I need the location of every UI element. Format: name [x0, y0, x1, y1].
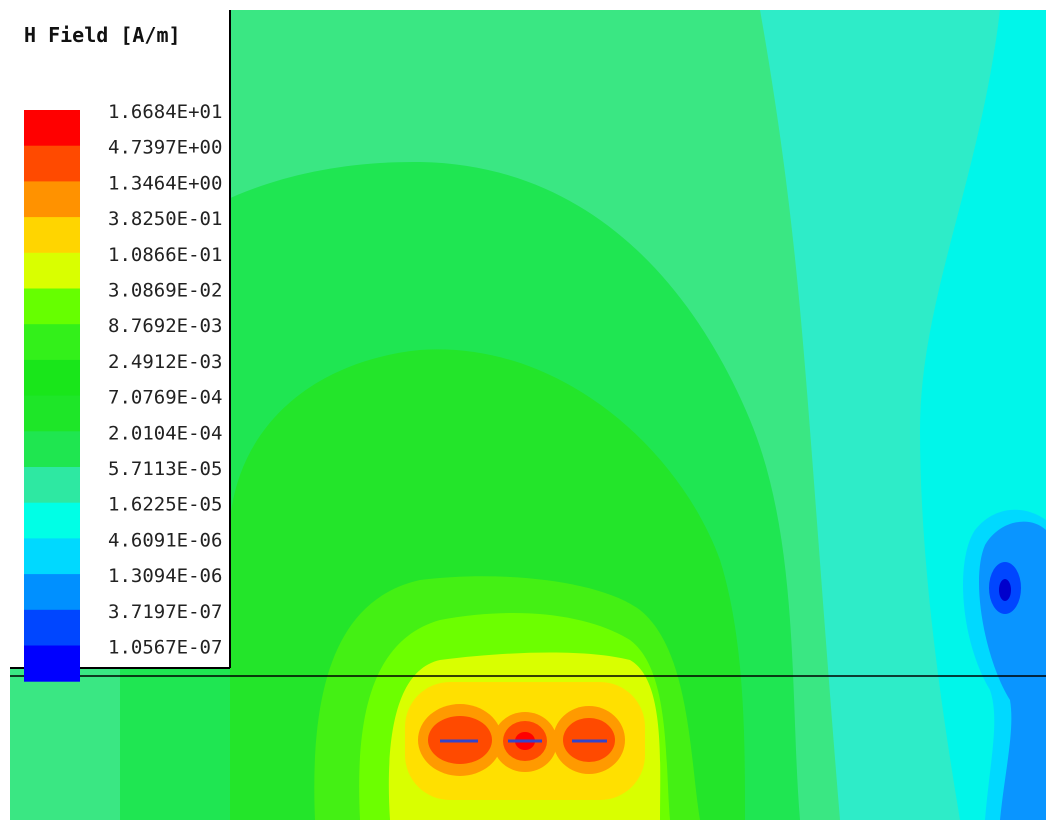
legend-swatch	[24, 431, 80, 468]
legend-swatch	[24, 145, 80, 182]
legend-label: 1.0866E-01	[108, 244, 222, 266]
legend-swatch	[24, 609, 80, 646]
legend-swatch	[24, 359, 80, 397]
legend-labels: 1.6684E+01 4.7397E+00 1.3464E+00 3.8250E-01…	[108, 101, 222, 659]
legend-label: 3.0869E-02	[108, 280, 222, 302]
legend-swatch	[24, 217, 80, 254]
legend-label: 2.0104E-04	[108, 422, 222, 444]
legend-swatch	[24, 645, 80, 682]
legend-swatch	[24, 181, 80, 218]
legend-label: 3.7197E-07	[108, 601, 222, 623]
legend-swatch	[24, 110, 80, 147]
legend-label: 5.7113E-05	[108, 458, 222, 480]
legend-swatch	[24, 252, 80, 289]
legend-swatch	[24, 288, 80, 325]
legend: H Field [A/m] 1.6684E+01 4.7397E+00 1.3464…	[10, 10, 231, 682]
legend-label: 1.6225E-05	[108, 494, 222, 516]
legend-label: 2.4912E-03	[108, 351, 222, 373]
legend-label: 1.3094E-06	[108, 565, 222, 587]
legend-swatch	[24, 502, 80, 539]
legend-swatch	[24, 395, 80, 432]
legend-swatch	[24, 467, 80, 504]
legend-label: 1.0567E-07	[108, 637, 222, 659]
legend-swatches	[24, 110, 80, 682]
legend-label: 4.7397E+00	[108, 137, 222, 159]
legend-label: 1.6684E+01	[108, 101, 222, 123]
legend-label: 1.3464E+00	[108, 172, 222, 194]
field-region-darkest	[999, 579, 1011, 601]
legend-swatch	[24, 538, 80, 575]
legend-label: 4.6091E-06	[108, 529, 222, 551]
legend-label: 8.7692E-03	[108, 315, 222, 337]
legend-swatch	[24, 574, 80, 611]
legend-swatch	[24, 324, 80, 361]
legend-label: 7.0769E-04	[108, 387, 222, 409]
legend-title: H Field [A/m]	[24, 23, 181, 47]
legend-label: 3.8250E-01	[108, 208, 222, 230]
